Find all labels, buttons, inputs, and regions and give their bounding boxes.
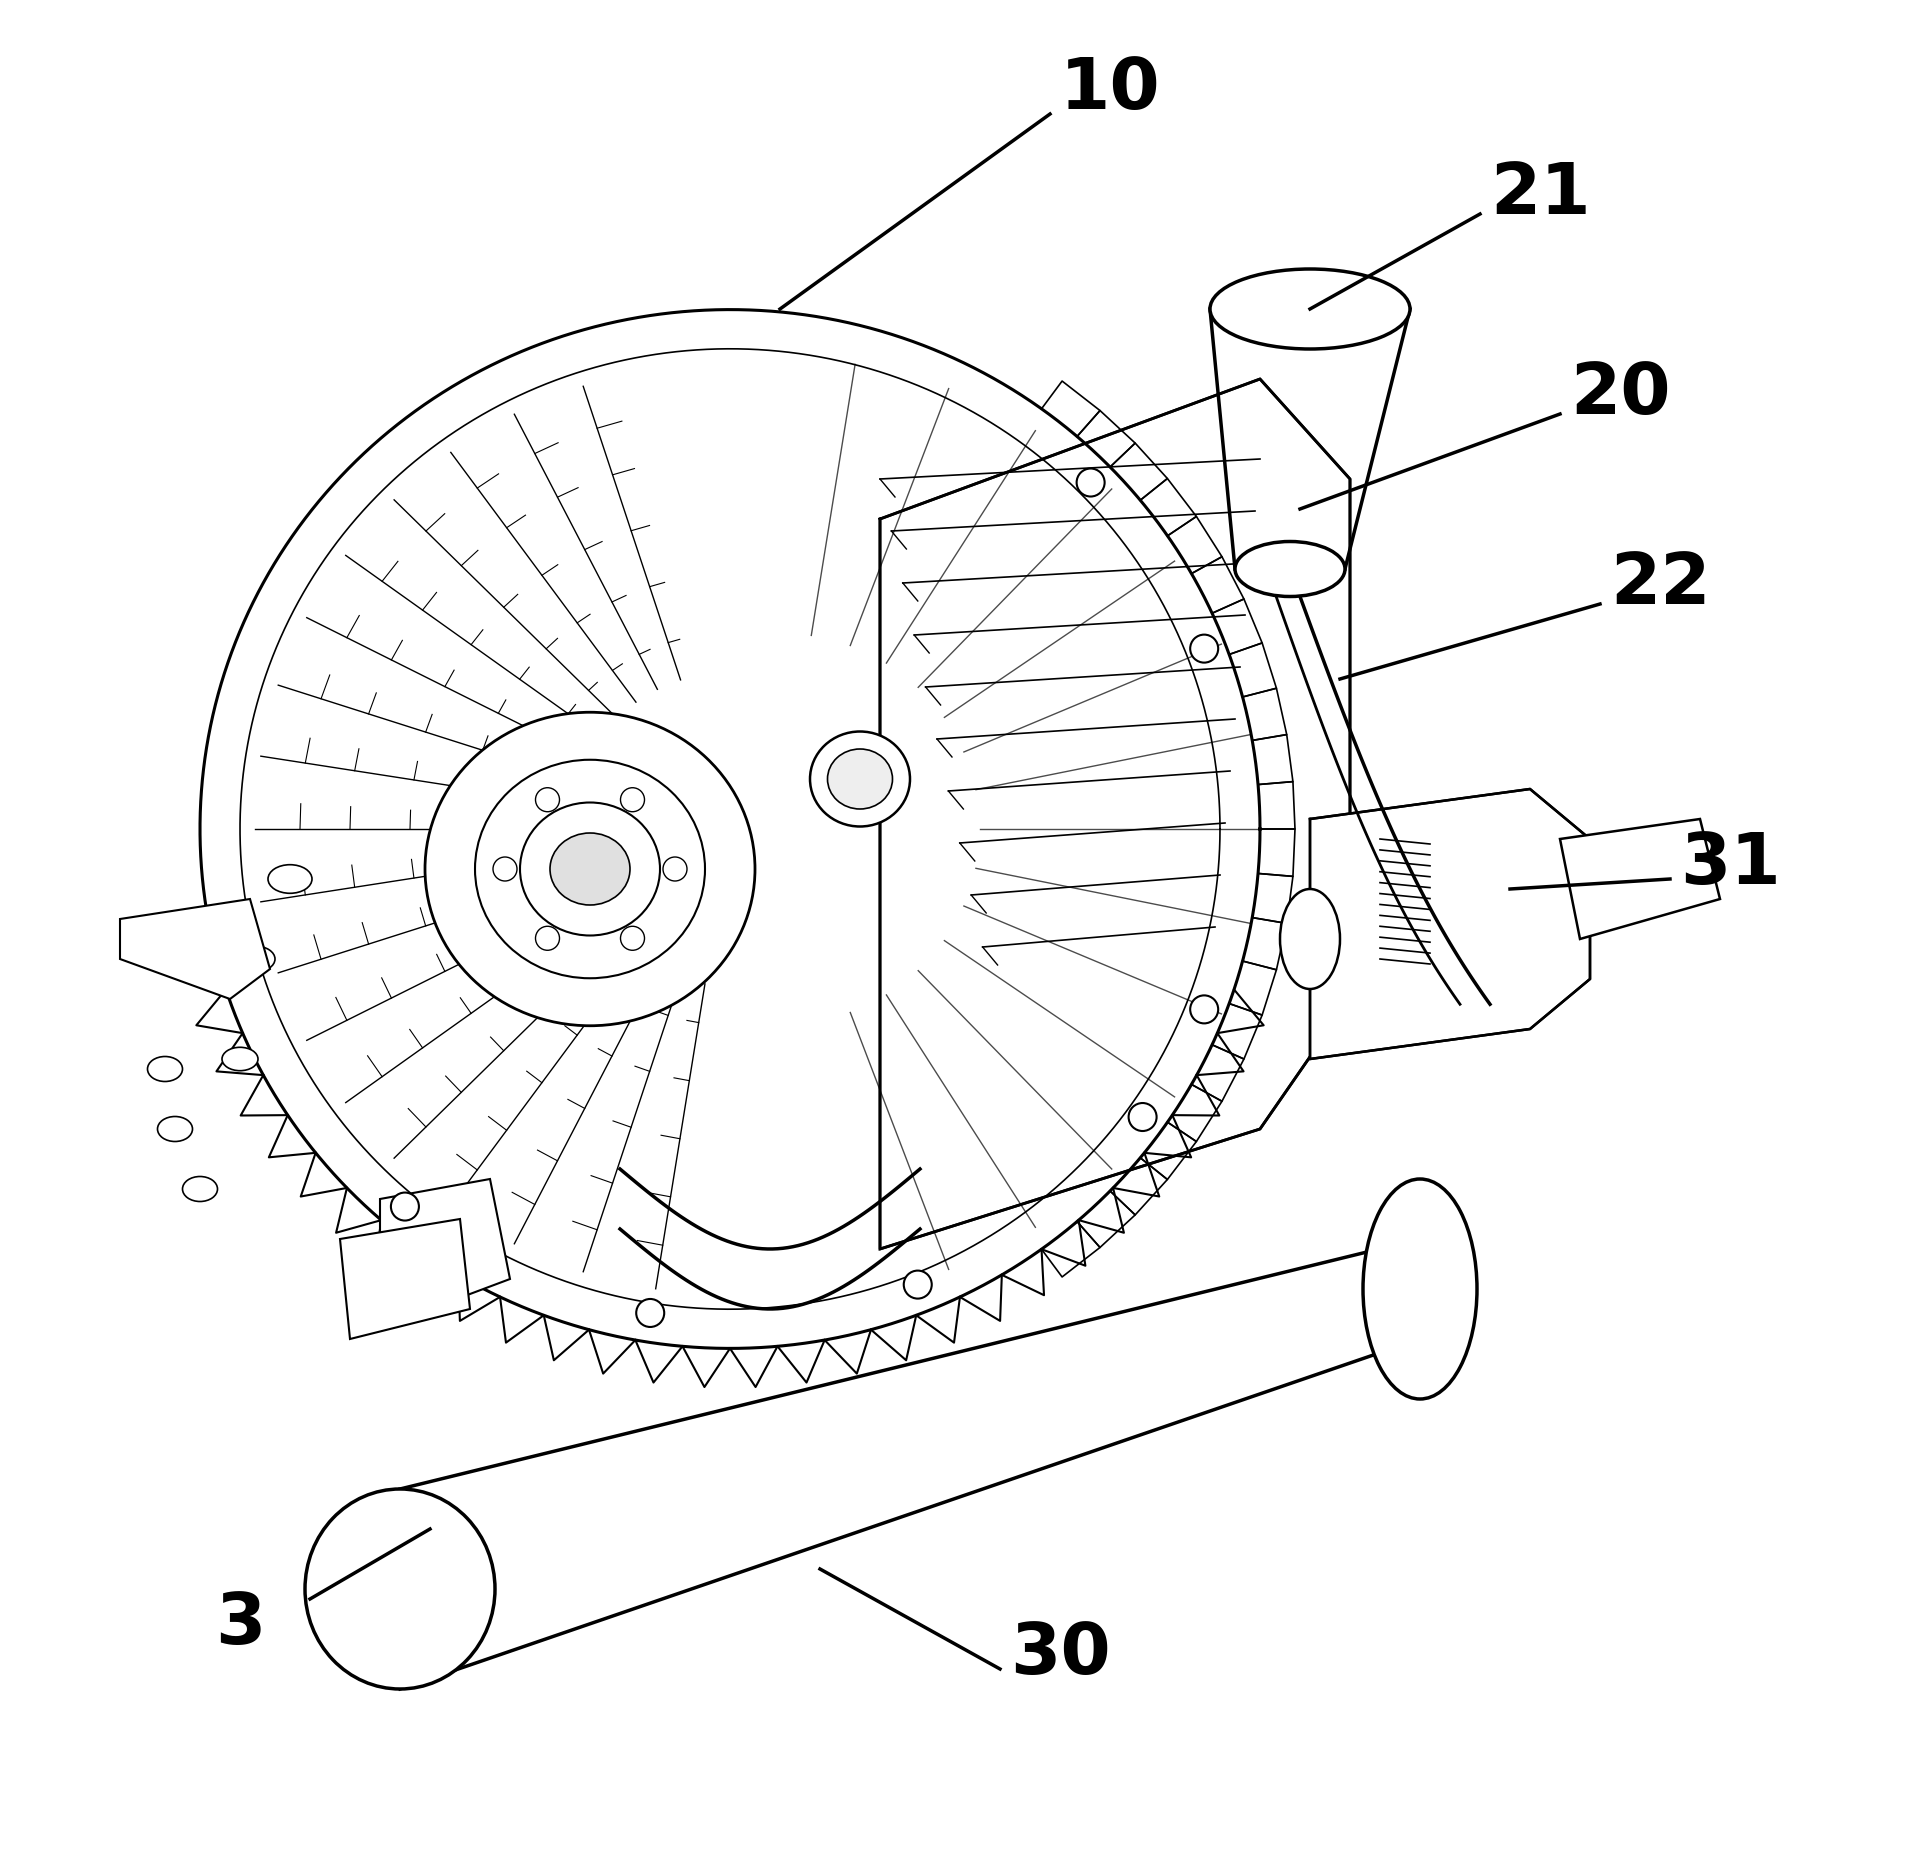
Circle shape: [390, 1193, 419, 1221]
Ellipse shape: [222, 1048, 258, 1072]
Circle shape: [536, 788, 559, 813]
Ellipse shape: [551, 833, 629, 906]
Ellipse shape: [809, 733, 911, 828]
Circle shape: [1190, 636, 1219, 664]
Ellipse shape: [182, 1176, 218, 1202]
Ellipse shape: [474, 761, 706, 979]
Ellipse shape: [1280, 889, 1339, 990]
Circle shape: [1129, 1103, 1157, 1131]
Ellipse shape: [425, 712, 756, 1027]
Text: 22: 22: [1611, 550, 1710, 619]
Circle shape: [620, 926, 645, 951]
Polygon shape: [1310, 790, 1590, 1059]
Polygon shape: [121, 900, 270, 999]
Text: 21: 21: [1490, 160, 1590, 229]
Ellipse shape: [147, 1057, 182, 1081]
Polygon shape: [1559, 820, 1720, 939]
Text: 30: 30: [1010, 1620, 1111, 1689]
Ellipse shape: [1211, 270, 1410, 350]
Text: 31: 31: [1680, 829, 1781, 898]
Text: 10: 10: [1060, 54, 1161, 123]
Ellipse shape: [520, 803, 660, 936]
Ellipse shape: [268, 865, 312, 895]
Circle shape: [664, 857, 687, 882]
Ellipse shape: [828, 749, 893, 809]
Circle shape: [494, 857, 517, 882]
Circle shape: [1077, 470, 1104, 498]
Circle shape: [620, 788, 645, 813]
Polygon shape: [341, 1219, 471, 1338]
Text: 20: 20: [1571, 360, 1670, 429]
Circle shape: [536, 926, 559, 951]
Polygon shape: [880, 380, 1351, 1249]
Text: 3: 3: [214, 1590, 266, 1659]
Ellipse shape: [304, 1489, 495, 1689]
Ellipse shape: [235, 947, 275, 973]
Ellipse shape: [1362, 1180, 1477, 1400]
Ellipse shape: [1236, 542, 1345, 596]
Polygon shape: [381, 1180, 511, 1309]
Circle shape: [637, 1299, 664, 1327]
Circle shape: [903, 1271, 932, 1299]
Circle shape: [1190, 995, 1219, 1023]
Ellipse shape: [157, 1117, 193, 1143]
